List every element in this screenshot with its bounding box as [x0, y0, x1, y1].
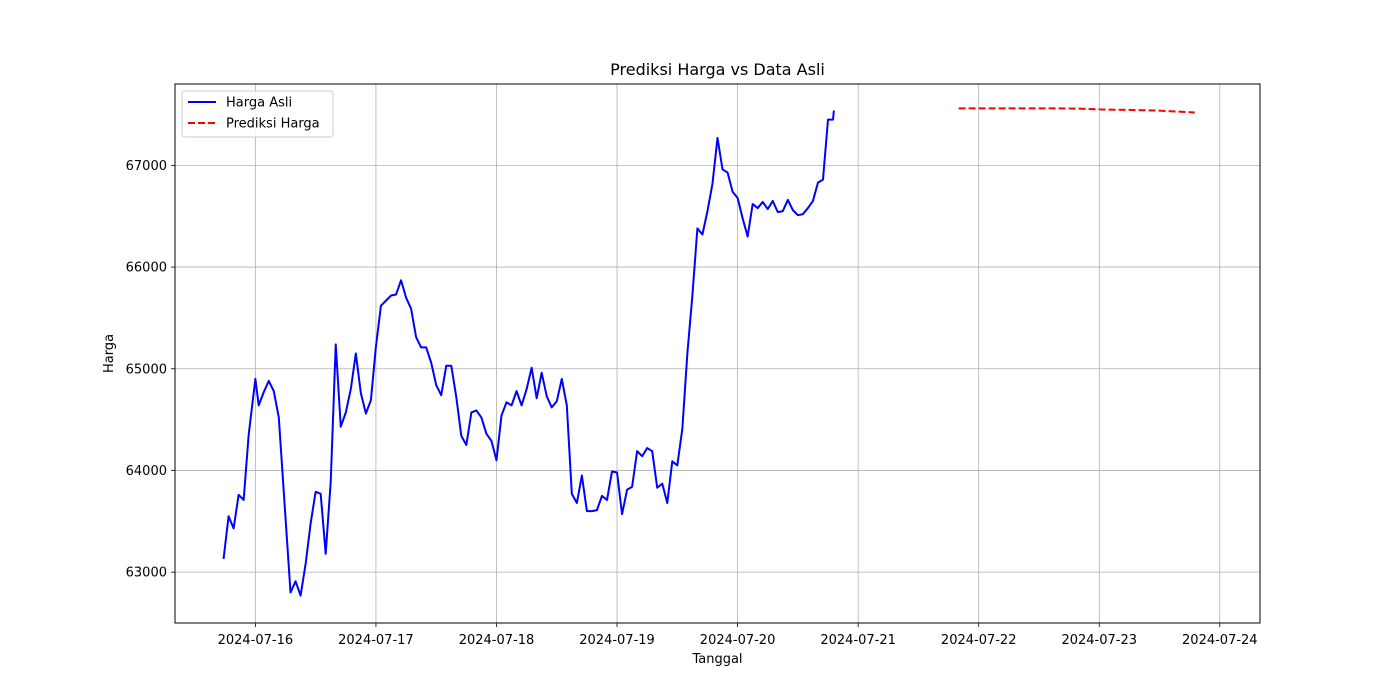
legend-box [181, 90, 334, 138]
x-tick-label: 2024-07-22 [941, 633, 1017, 648]
x-tick-label: 2024-07-21 [820, 633, 896, 648]
series-lines [222, 107, 1195, 597]
y-tick-label: 64000 [126, 464, 167, 479]
x-tick-label: 2024-07-23 [1061, 633, 1137, 648]
x-tick-label: 2024-07-20 [700, 633, 776, 648]
legend: Harga Asli Prediksi Harga [181, 90, 334, 138]
chart-title: Prediksi Harga vs Data Asli [610, 60, 825, 79]
x-tick-label: 2024-07-24 [1182, 633, 1258, 648]
y-tick-label: 63000 [126, 566, 167, 581]
grid [175, 84, 1260, 623]
legend-label-prediksi-harga: Prediksi Harga [226, 117, 320, 132]
x-tick-label: 2024-07-16 [218, 633, 294, 648]
x-tick-label: 2024-07-18 [459, 633, 535, 648]
y-tick-label: 66000 [126, 261, 167, 276]
x-tick-label: 2024-07-17 [338, 633, 414, 648]
y-tick-label: 65000 [126, 362, 167, 377]
series-line-harga-asli [222, 110, 835, 597]
x-axis-label: Tanggal [691, 652, 742, 667]
axes: 2024-07-16 2024-07-17 2024-07-18 2024-07-19… [126, 159, 1258, 648]
plot-frame [174, 83, 1261, 624]
series-line-prediksi-harga [958, 107, 1195, 114]
legend-label-harga-asli: Harga Asli [226, 96, 292, 111]
y-axis-label: Harga [102, 334, 117, 373]
y-tick-label: 67000 [126, 159, 167, 174]
x-tick-label: 2024-07-19 [579, 633, 655, 648]
